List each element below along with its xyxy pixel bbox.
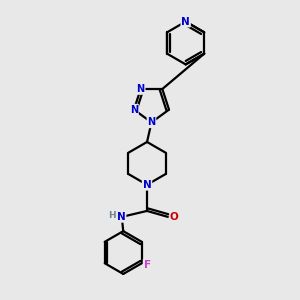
Text: N: N xyxy=(136,84,145,94)
Text: H: H xyxy=(108,212,116,220)
Text: N: N xyxy=(181,16,190,27)
Text: F: F xyxy=(144,260,151,270)
Text: N: N xyxy=(130,105,138,115)
Text: N: N xyxy=(147,117,155,128)
Text: O: O xyxy=(170,212,179,222)
Text: N: N xyxy=(117,212,125,222)
Text: N: N xyxy=(143,180,152,190)
